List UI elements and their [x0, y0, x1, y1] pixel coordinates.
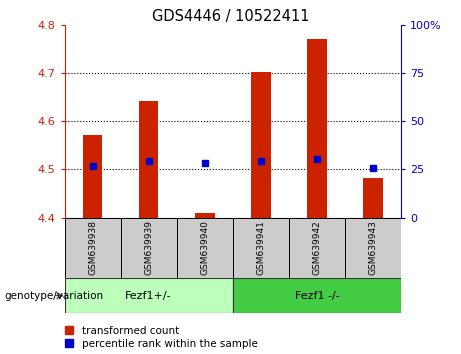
- Bar: [65, 218, 121, 278]
- Text: GDS4446 / 10522411: GDS4446 / 10522411: [152, 9, 309, 24]
- Bar: [65, 278, 233, 313]
- Bar: [251, 72, 271, 218]
- Text: genotype/variation: genotype/variation: [5, 291, 104, 301]
- Bar: [83, 135, 102, 218]
- Text: GSM639941: GSM639941: [256, 220, 266, 275]
- Text: Fezf1+/-: Fezf1+/-: [125, 291, 172, 301]
- Text: Fezf1 -/-: Fezf1 -/-: [295, 291, 339, 301]
- Bar: [233, 218, 289, 278]
- Text: GSM639942: GSM639942: [313, 221, 321, 275]
- Bar: [307, 39, 327, 218]
- Text: GSM639943: GSM639943: [368, 220, 378, 275]
- Bar: [139, 101, 159, 218]
- Text: GSM639938: GSM639938: [88, 220, 97, 275]
- Bar: [195, 213, 214, 218]
- Bar: [177, 218, 233, 278]
- Bar: [345, 218, 401, 278]
- Bar: [121, 218, 177, 278]
- Bar: [289, 218, 345, 278]
- Bar: [233, 278, 401, 313]
- Legend: transformed count, percentile rank within the sample: transformed count, percentile rank withi…: [65, 326, 258, 349]
- Text: GSM639940: GSM639940: [200, 220, 209, 275]
- Text: GSM639939: GSM639939: [144, 220, 153, 275]
- Bar: [363, 178, 383, 218]
